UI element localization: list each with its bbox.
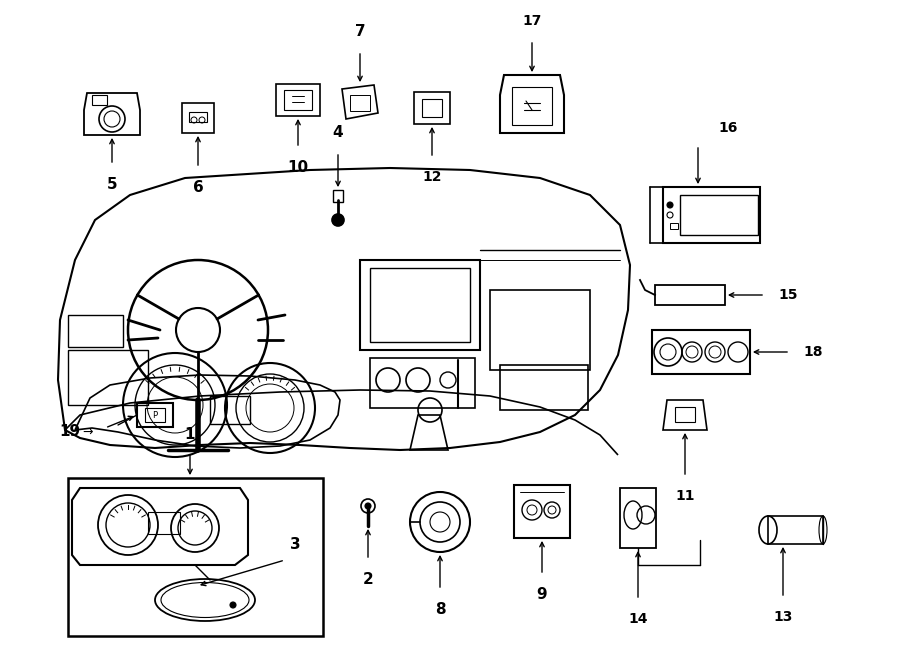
Text: 14: 14 — [628, 612, 648, 626]
Bar — [680, 195, 758, 235]
Bar — [490, 290, 590, 370]
Bar — [92, 95, 107, 105]
Text: 11: 11 — [675, 489, 695, 503]
Text: 7: 7 — [355, 24, 365, 39]
Bar — [333, 190, 343, 202]
Bar — [768, 516, 823, 544]
Text: →: → — [83, 426, 94, 438]
Bar — [68, 478, 323, 636]
Text: 6: 6 — [193, 180, 203, 195]
Circle shape — [230, 602, 236, 608]
Text: 5: 5 — [107, 177, 117, 192]
Bar — [68, 350, 148, 405]
Bar — [68, 315, 123, 347]
Bar — [422, 99, 442, 117]
Bar — [189, 112, 207, 122]
Text: 3: 3 — [290, 537, 301, 552]
Text: 8: 8 — [435, 602, 446, 617]
Bar — [370, 358, 475, 408]
Bar — [137, 403, 173, 427]
Text: 9: 9 — [536, 587, 547, 602]
Text: 4: 4 — [333, 125, 343, 140]
Text: 18: 18 — [803, 345, 823, 359]
Text: 2: 2 — [363, 572, 374, 587]
Bar — [500, 365, 588, 410]
Text: 12: 12 — [422, 170, 442, 184]
Bar — [145, 408, 165, 422]
Bar — [512, 87, 552, 125]
Text: 17: 17 — [522, 14, 542, 28]
Bar — [284, 90, 312, 110]
Text: 10: 10 — [287, 160, 309, 175]
Text: 19: 19 — [58, 424, 80, 440]
Bar — [360, 260, 480, 350]
Bar — [210, 396, 250, 424]
Text: 15: 15 — [778, 288, 797, 302]
Text: 13: 13 — [773, 610, 793, 624]
Bar — [675, 407, 695, 422]
Circle shape — [332, 214, 344, 226]
Bar — [350, 95, 370, 111]
Text: P: P — [152, 410, 158, 420]
Text: 16: 16 — [718, 121, 738, 135]
Bar — [670, 223, 678, 229]
Circle shape — [667, 202, 673, 208]
Circle shape — [365, 503, 371, 509]
Text: 1: 1 — [184, 427, 195, 442]
Bar — [148, 512, 180, 534]
Bar — [370, 268, 470, 342]
